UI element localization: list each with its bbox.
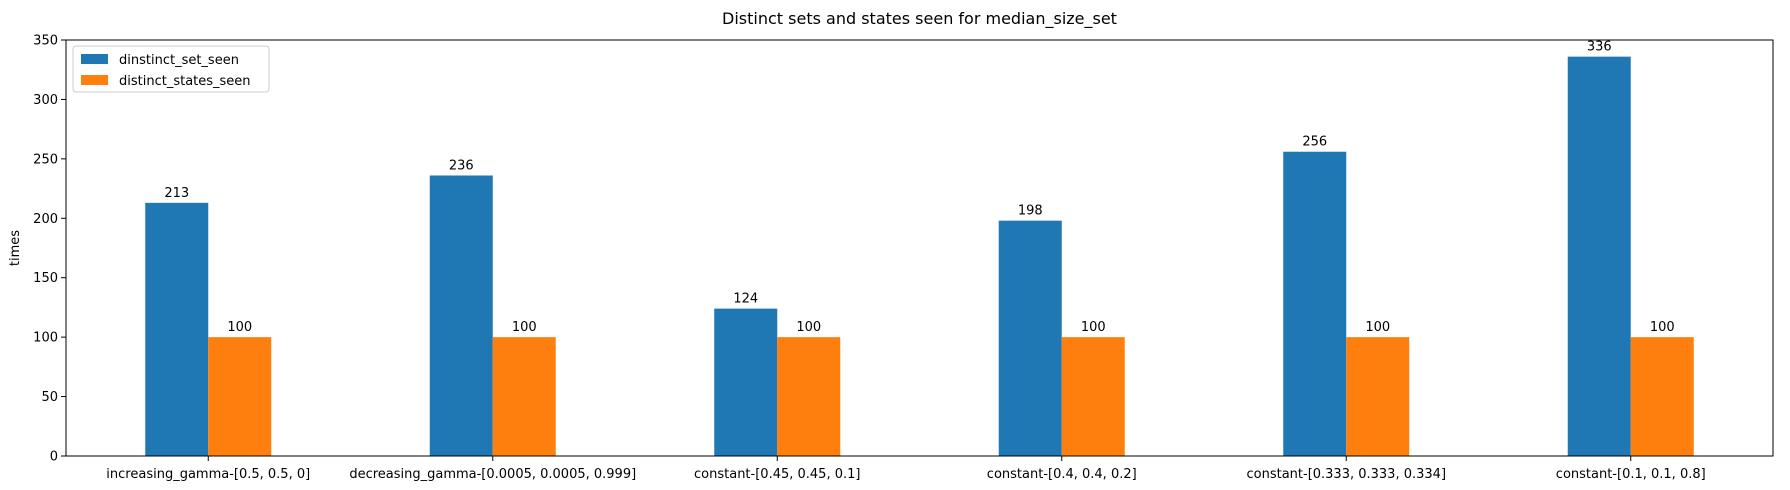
x-tick-label: decreasing_gamma-[0.0005, 0.0005, 0.999]	[349, 467, 636, 482]
x-tick-label: constant-[0.45, 0.45, 0.1]	[694, 467, 860, 482]
bars-group	[145, 56, 1694, 457]
legend: dinstinct_set_seen distinct_states_seen	[72, 45, 270, 93]
y-tick-label: 50	[41, 390, 58, 405]
bar-distinct-states-seen	[777, 337, 841, 456]
bar-value-label: 198	[1018, 204, 1043, 219]
bar-dinstinct-set-seen	[1283, 151, 1347, 456]
bar-value-label: 100	[1650, 320, 1675, 335]
bar-dinstinct-set-seen	[998, 220, 1062, 456]
legend-swatch	[81, 54, 108, 64]
y-axis-ticks: 0 50 100 150 200 250 300 350	[33, 34, 66, 465]
bar-dinstinct-set-seen	[1567, 56, 1631, 456]
bar-value-label: 100	[796, 320, 821, 335]
y-tick-label: 250	[33, 152, 58, 167]
x-tick-label: constant-[0.4, 0.4, 0.2]	[987, 467, 1137, 482]
legend-label: dinstinct_set_seen	[119, 53, 239, 68]
bar-distinct-states-seen	[1061, 337, 1125, 456]
bar-dinstinct-set-seen	[714, 308, 778, 456]
legend-box	[72, 45, 270, 93]
y-tick-label: 150	[33, 271, 58, 286]
y-axis-label: times	[8, 230, 23, 266]
bar-dinstinct-set-seen	[145, 202, 209, 456]
x-axis-ticks: increasing_gamma-[0.5, 0.5, 0] decreasing…	[106, 456, 1706, 482]
plot-frame	[65, 39, 1774, 457]
x-tick-label: increasing_gamma-[0.5, 0.5, 0]	[106, 467, 310, 482]
bar-distinct-states-seen	[208, 337, 272, 456]
bar-value-label: 236	[449, 158, 474, 173]
y-tick-label: 100	[33, 331, 58, 346]
y-tick-label: 300	[33, 93, 58, 108]
chart-title: Distinct sets and states seen for median…	[722, 9, 1117, 29]
bar-value-label: 100	[1081, 320, 1106, 335]
legend-label: distinct_states_seen	[119, 74, 251, 89]
bar-distinct-states-seen	[1630, 337, 1694, 456]
bar-distinct-states-seen	[1346, 337, 1410, 456]
x-tick-label: constant-[0.333, 0.333, 0.334]	[1246, 467, 1446, 482]
bar-dinstinct-set-seen	[429, 175, 493, 457]
bar-value-label: 256	[1302, 135, 1327, 150]
bar-value-label: 124	[733, 292, 758, 307]
data-labels-group: 213 100 236 100 124 100 198 100 256 100 336 100	[164, 40, 1674, 336]
bar-value-label: 100	[512, 320, 537, 335]
y-tick-label: 200	[33, 212, 58, 227]
y-tick-label: 350	[33, 34, 58, 49]
bar-value-label: 336	[1587, 40, 1612, 55]
bar-value-label: 100	[227, 320, 252, 335]
legend-swatch	[81, 75, 108, 85]
bar-value-label: 213	[164, 186, 189, 201]
bar-value-label: 100	[1365, 320, 1390, 335]
bar-distinct-states-seen	[492, 337, 556, 456]
y-tick-label: 0	[50, 450, 58, 465]
x-tick-label: constant-[0.1, 0.1, 0.8]	[1556, 467, 1706, 482]
